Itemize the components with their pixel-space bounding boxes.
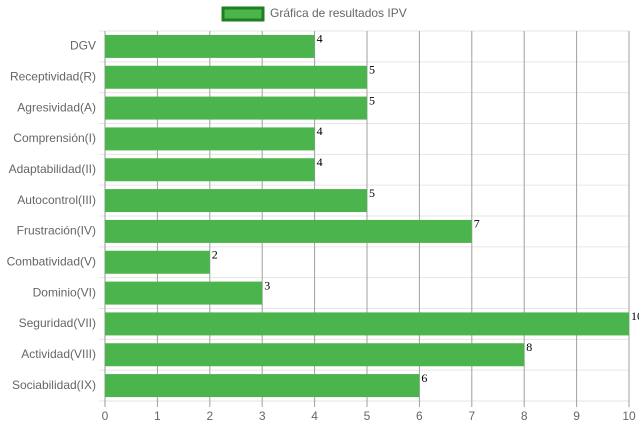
value-label: 2	[212, 248, 218, 262]
bar	[105, 127, 315, 151]
legend-label: Gráfica de resultados IPV	[270, 6, 407, 20]
legend-swatch	[221, 6, 265, 22]
value-label: 6	[421, 371, 427, 385]
y-tick-label: Agresividad(A)	[17, 100, 96, 114]
value-label: 8	[526, 340, 532, 354]
value-label: 4	[317, 155, 323, 169]
x-tick-label: 3	[259, 409, 266, 423]
bar	[105, 158, 315, 182]
x-tick-label: 0	[102, 409, 109, 423]
y-tick-label: Dominio(VI)	[33, 285, 96, 299]
x-tick-label: 10	[622, 409, 636, 423]
y-tick-label: Sociabilidad(IX)	[12, 378, 96, 392]
value-label: 10	[631, 309, 639, 323]
y-tick-label: Adaptabilidad(II)	[9, 162, 96, 176]
x-tick-label: 9	[573, 409, 580, 423]
value-label: 5	[369, 186, 375, 200]
value-label: 3	[264, 278, 270, 292]
value-label: 7	[474, 217, 480, 231]
x-tick-label: 6	[416, 409, 423, 423]
y-tick-label: Autocontrol(III)	[17, 193, 96, 207]
y-tick-label: Comprensión(I)	[13, 131, 96, 145]
value-label: 5	[369, 93, 375, 107]
bar	[105, 189, 367, 213]
bar	[105, 96, 367, 120]
x-tick-label: 4	[311, 409, 318, 423]
y-tick-label: Frustración(IV)	[17, 224, 96, 238]
x-tick-label: 2	[206, 409, 213, 423]
y-tick-label: Seguridad(VII)	[19, 316, 96, 330]
x-tick-label: 5	[364, 409, 371, 423]
bar	[105, 281, 263, 305]
value-label: 4	[317, 32, 323, 46]
bar	[105, 312, 629, 336]
x-tick-label: 8	[521, 409, 528, 423]
x-tick-label: 1	[154, 409, 161, 423]
x-tick-label: 7	[468, 409, 475, 423]
y-tick-label: Combatividad(V)	[7, 254, 96, 268]
value-label: 4	[317, 124, 323, 138]
bar	[105, 250, 210, 274]
bar	[105, 34, 315, 58]
bar	[105, 343, 525, 367]
bar	[105, 65, 367, 89]
y-tick-label: Receptividad(R)	[10, 69, 96, 83]
value-label: 5	[369, 63, 375, 77]
y-tick-label: DGV	[70, 39, 96, 53]
bar	[105, 219, 472, 243]
bar	[105, 374, 420, 398]
y-tick-label: Actividad(VIII)	[21, 347, 96, 361]
